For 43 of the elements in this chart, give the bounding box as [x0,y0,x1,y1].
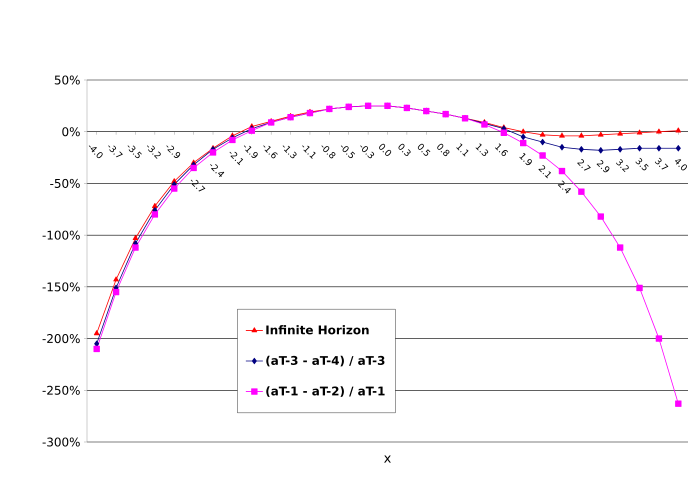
x-tick-label: -0.8 [321,145,336,158]
y-tick-label: -150% [42,282,80,292]
x-tick-label: 0.5 [418,144,430,156]
x-tick-label: 0.0 [379,144,392,156]
x-tick-label: -2.1 [229,152,244,166]
x-tick-label: 2.1 [538,165,552,178]
x-axis-title: x [384,456,391,463]
x-tick-label: 0.3 [398,144,411,156]
y-tick-label: 0% [62,127,80,136]
y-tick-label: -250% [42,386,80,395]
legend-label: (aT-3 - aT-4) / aT-3 [266,356,384,366]
x-tick-label: 3.7 [654,158,668,170]
x-tick-label: 3.2 [616,158,629,172]
x-tick-label: 4.0 [675,159,687,170]
legend-label: Infinite Horizon [266,325,369,334]
x-tick-label: -3.5 [128,145,142,158]
x-tick-label: 0.8 [437,144,450,156]
x-tick-label: -4.0 [88,145,103,158]
x-tick-label: -0.3 [360,145,374,158]
x-tick-label: -2.9 [166,145,180,158]
x-tick-label: -2.4 [210,164,224,178]
x-tick-label: -0.5 [340,145,356,158]
x-tick-label: 2.9 [596,160,610,172]
x-tick-label: 1.6 [494,143,508,156]
y-tick-label: -300% [42,437,80,447]
y-tick-label: -200% [42,334,80,344]
x-tick-label: -3.7 [108,145,123,158]
y-tick-label: 50% [54,75,80,85]
y-tick-label: -100% [42,230,80,240]
x-tick-label: -1.1 [302,145,316,159]
x-tick-label: -1.3 [282,145,297,158]
x-tick-label: -3.2 [146,145,161,159]
x-tick-label: -2.7 [190,180,206,192]
x-tick-label: 2.7 [577,158,591,171]
x-tick-label: 1.1 [456,143,469,157]
x-tick-label: 1.9 [519,152,532,166]
y-tick-label: -50% [50,178,80,188]
x-tick-label: -1.6 [263,145,278,158]
x-tick-label: -1.9 [244,145,258,158]
legend-label: (aT-1 - aT-2) / aT-1 [266,386,385,397]
x-tick-label: 2.4 [558,180,571,194]
x-tick-label: 1.3 [476,143,488,156]
x-tick-label: 3.5 [635,158,649,170]
